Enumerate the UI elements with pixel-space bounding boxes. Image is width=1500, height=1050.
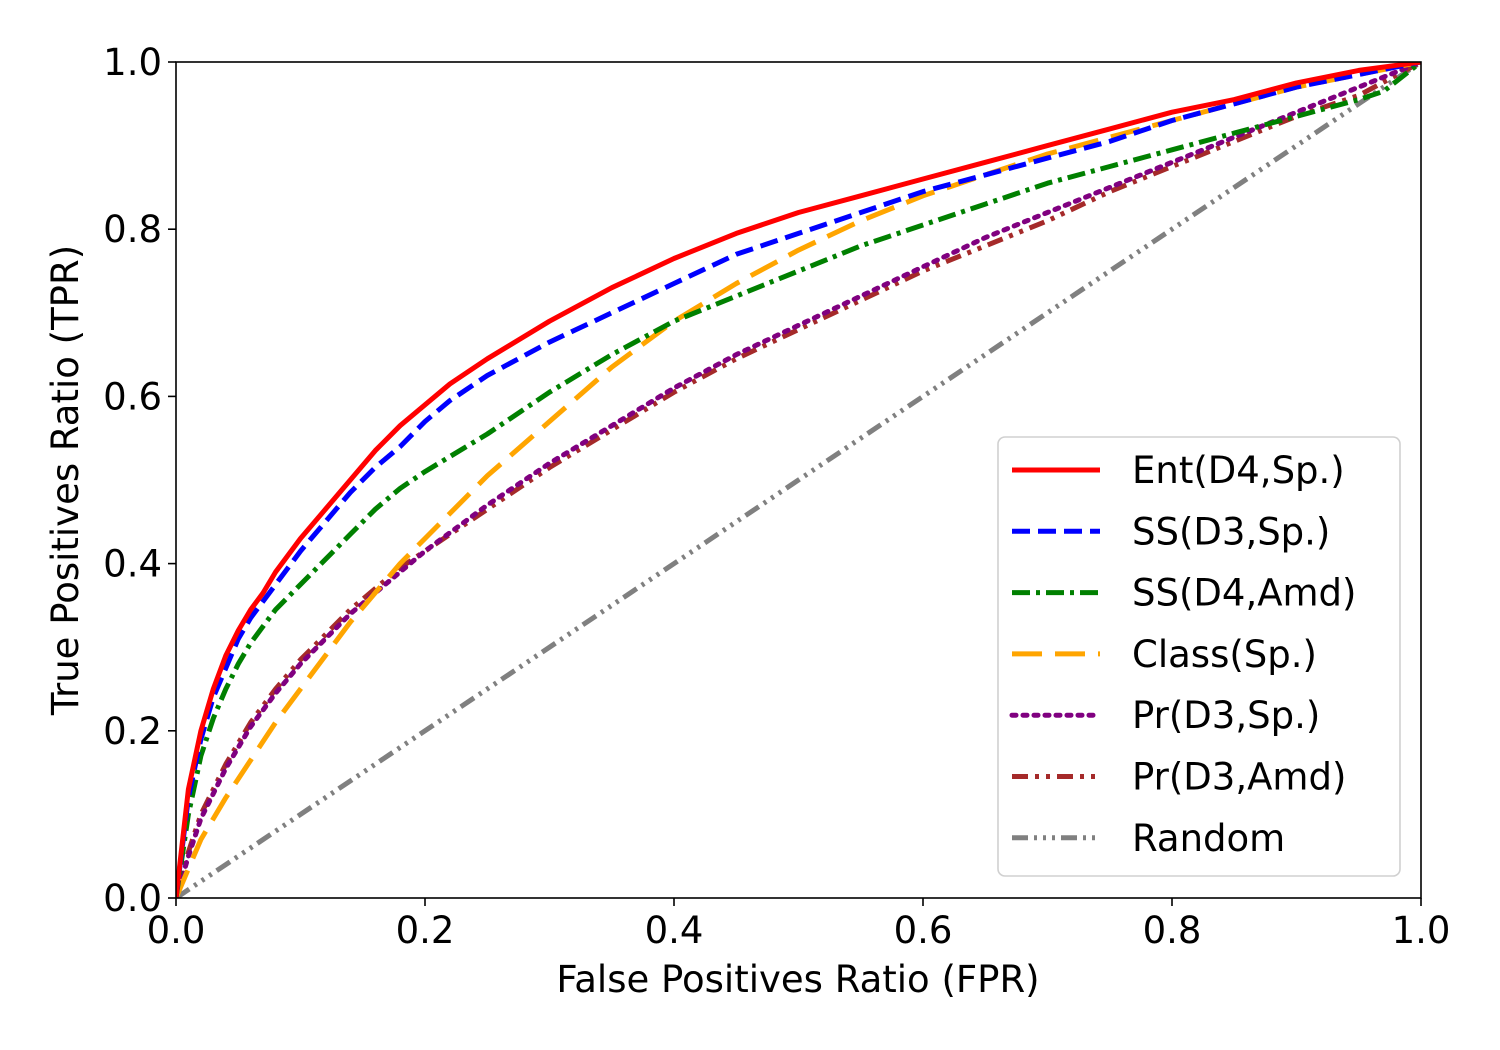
x-tick-label: 1.0	[1392, 909, 1451, 952]
x-tick-label: 0.0	[147, 909, 206, 952]
legend-label-ss-d3-sp: SS(D3,Sp.)	[1132, 510, 1330, 553]
series-line-class-sp	[176, 62, 1421, 898]
y-tick-label: 0.0	[103, 877, 162, 920]
x-tick-label: 0.2	[396, 909, 455, 952]
legend-label-pr-d3-sp: Pr(D3,Sp.)	[1132, 694, 1320, 737]
y-tick-label: 1.0	[103, 41, 162, 84]
series-line-pr-d3-sp	[176, 62, 1421, 898]
series-line-random	[176, 62, 1421, 898]
legend-label-class-sp: Class(Sp.)	[1132, 633, 1317, 676]
y-tick-label: 0.2	[103, 710, 162, 753]
x-axis-title: False Positives Ratio (FPR)	[556, 958, 1039, 1001]
legend-label-ss-d4-amd: SS(D4,Amd)	[1132, 572, 1356, 615]
x-tick-label: 0.6	[894, 909, 953, 952]
series-line-ss-d3-sp	[176, 62, 1421, 898]
legend-label-ent-d4-sp: Ent(D4,Sp.)	[1132, 449, 1345, 492]
x-axis-ticks: 0.0 0.2 0.4 0.6 0.8 1.0	[147, 898, 1451, 952]
y-tick-label: 0.8	[103, 208, 162, 251]
series-group	[176, 62, 1421, 898]
plot-area	[175, 61, 1422, 899]
y-axis-title: True Positives Ratio (TPR)	[44, 245, 87, 716]
y-tick-label: 0.6	[103, 375, 162, 418]
series-line-ent-d4-sp	[176, 62, 1421, 898]
legend-label-pr-d3-amd: Pr(D3,Amd)	[1132, 756, 1346, 799]
legend-label-random: Random	[1132, 817, 1285, 860]
x-tick-label: 0.8	[1143, 909, 1202, 952]
y-axis-ticks: 0.0 0.2 0.4 0.6 0.8 1.0	[103, 41, 176, 920]
x-tick-label: 0.4	[645, 909, 704, 952]
legend: Ent(D4,Sp.) SS(D3,Sp.) SS(D4,Amd) Class(Sp.…	[997, 436, 1401, 877]
series-line-ss-d4-amd	[176, 62, 1421, 898]
y-tick-label: 0.4	[103, 543, 162, 586]
legend-box	[997, 436, 1401, 877]
plot-frame	[175, 61, 1422, 899]
